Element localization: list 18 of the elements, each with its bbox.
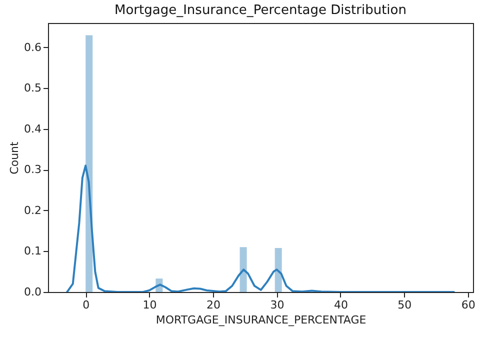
x-tick-label: 0 [82,298,90,312]
x-tick-label: 40 [334,298,348,312]
x-tick-label: 60 [461,298,476,312]
line-series [66,164,455,292]
x-tick-label: 10 [142,298,157,312]
y-tick-label: 0.3 [24,163,42,176]
y-tick-label: 0.5 [24,82,42,95]
chart-title: Mortgage_Insurance_Percentage Distribution [114,3,406,18]
x-tick-label: 30 [270,298,284,312]
x-tick-label: 50 [398,298,412,312]
x-tick-label: 20 [206,298,221,312]
y-tick-label: 0.2 [24,204,42,217]
y-tick-label: 0.4 [24,122,42,136]
y-tick-label: 0.0 [24,286,42,298]
y-axis-title: Count [8,140,22,174]
x-axis-title: MORTGAGE_INSURANCE_PERCENTAGE [156,314,366,326]
y-tick-label: 0.1 [24,244,42,258]
y-tick-label: 0.6 [24,40,42,54]
